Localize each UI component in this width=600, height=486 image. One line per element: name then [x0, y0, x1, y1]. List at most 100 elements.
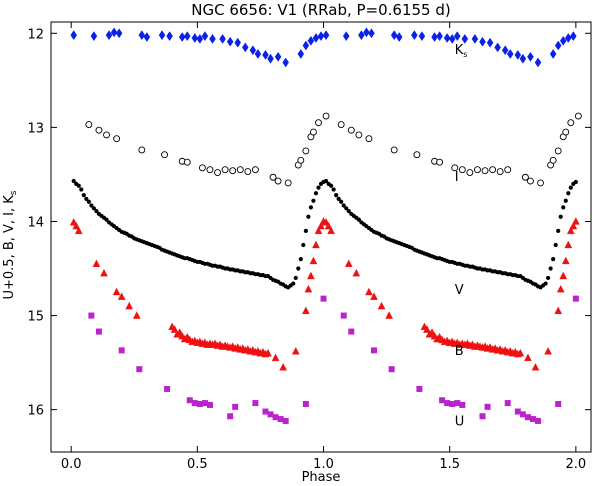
- point-b: [377, 301, 386, 310]
- point-u: [416, 385, 423, 392]
- point-b: [304, 284, 313, 293]
- point-b: [524, 353, 532, 362]
- label-ks: Ks: [455, 43, 468, 59]
- point-v: [306, 214, 311, 219]
- point-u: [201, 400, 208, 407]
- point-ks: [534, 57, 542, 68]
- point-v: [94, 209, 99, 214]
- point-u: [186, 397, 193, 404]
- point-u: [444, 400, 451, 407]
- point-b: [74, 226, 83, 235]
- point-i: [466, 169, 474, 176]
- point-u: [136, 366, 143, 373]
- point-u: [252, 400, 259, 407]
- point-v: [89, 203, 94, 208]
- data-points: [69, 27, 582, 424]
- label-b: B: [455, 344, 464, 359]
- point-v: [104, 217, 109, 222]
- point-i: [229, 167, 237, 175]
- point-i: [302, 147, 310, 155]
- point-ks: [219, 33, 226, 44]
- point-v: [339, 199, 344, 204]
- point-i: [496, 168, 504, 176]
- point-ks: [241, 42, 249, 53]
- point-u: [535, 417, 542, 424]
- point-v: [331, 187, 336, 192]
- point-b: [132, 311, 141, 319]
- point-i: [554, 147, 562, 155]
- point-v: [301, 242, 306, 248]
- point-b: [314, 226, 323, 235]
- point-v: [293, 275, 298, 281]
- point-u: [206, 401, 213, 408]
- point-i: [473, 166, 481, 174]
- point-i: [481, 167, 489, 175]
- point-i: [95, 126, 103, 134]
- point-u: [524, 414, 531, 421]
- point-v: [91, 206, 96, 211]
- point-ks: [166, 31, 173, 42]
- point-b: [344, 259, 353, 267]
- point-ks: [431, 32, 438, 43]
- point-u: [514, 408, 521, 415]
- series-labels: Ks I V B U: [455, 43, 468, 430]
- point-ks: [138, 30, 146, 41]
- point-v: [548, 266, 553, 271]
- point-b: [370, 292, 378, 300]
- point-u: [267, 411, 274, 418]
- point-b: [352, 268, 361, 277]
- point-i: [537, 179, 544, 187]
- point-v: [551, 257, 556, 262]
- y-axis-label-subscript: s: [9, 190, 19, 195]
- point-ks: [70, 30, 78, 41]
- x-tick-label: 1.5: [439, 457, 460, 472]
- point-b: [125, 301, 134, 310]
- point-v: [84, 196, 89, 201]
- point-i: [521, 173, 529, 181]
- point-v: [546, 275, 551, 281]
- point-ks: [570, 31, 577, 42]
- point-u: [272, 414, 279, 421]
- point-i: [161, 151, 169, 159]
- point-i: [244, 168, 252, 176]
- point-ks: [302, 40, 310, 51]
- point-v: [79, 187, 84, 192]
- point-b: [317, 221, 325, 230]
- y-tick-label: 15: [27, 310, 44, 325]
- point-ks: [363, 27, 370, 38]
- point-v: [334, 193, 339, 198]
- point-b: [516, 348, 525, 357]
- point-ks: [307, 35, 315, 46]
- point-b: [170, 325, 179, 333]
- point-b: [569, 221, 578, 230]
- point-ks: [514, 49, 522, 60]
- point-v: [76, 183, 81, 188]
- point-v: [308, 205, 314, 210]
- point-u: [302, 401, 309, 408]
- point-v: [556, 228, 561, 233]
- point-b: [117, 292, 126, 300]
- point-i: [138, 146, 146, 154]
- point-v: [81, 193, 86, 198]
- x-tick-label: 0.5: [187, 457, 208, 472]
- point-v: [311, 198, 316, 203]
- point-b: [279, 362, 287, 371]
- point-b: [559, 271, 568, 280]
- point-i: [337, 121, 345, 129]
- point-b: [423, 325, 431, 333]
- y-tick-label: 13: [27, 121, 44, 136]
- point-i: [206, 166, 214, 174]
- series-b: [69, 217, 580, 371]
- point-b: [554, 306, 563, 315]
- point-ks: [436, 31, 443, 42]
- point-b: [271, 353, 280, 362]
- point-ks: [267, 53, 274, 64]
- point-u: [572, 295, 579, 302]
- point-ks: [494, 42, 501, 53]
- point-b: [572, 217, 580, 225]
- point-u: [504, 400, 511, 407]
- point-ks: [390, 30, 398, 41]
- y-axis-label: U+0.5, B, V, I, Ks: [2, 190, 19, 299]
- point-ks: [501, 45, 509, 56]
